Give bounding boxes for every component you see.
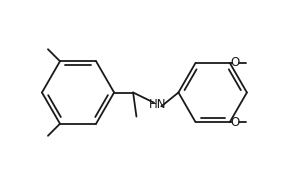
Text: HN: HN	[149, 98, 166, 111]
Text: O: O	[231, 116, 240, 129]
Text: O: O	[231, 56, 240, 69]
